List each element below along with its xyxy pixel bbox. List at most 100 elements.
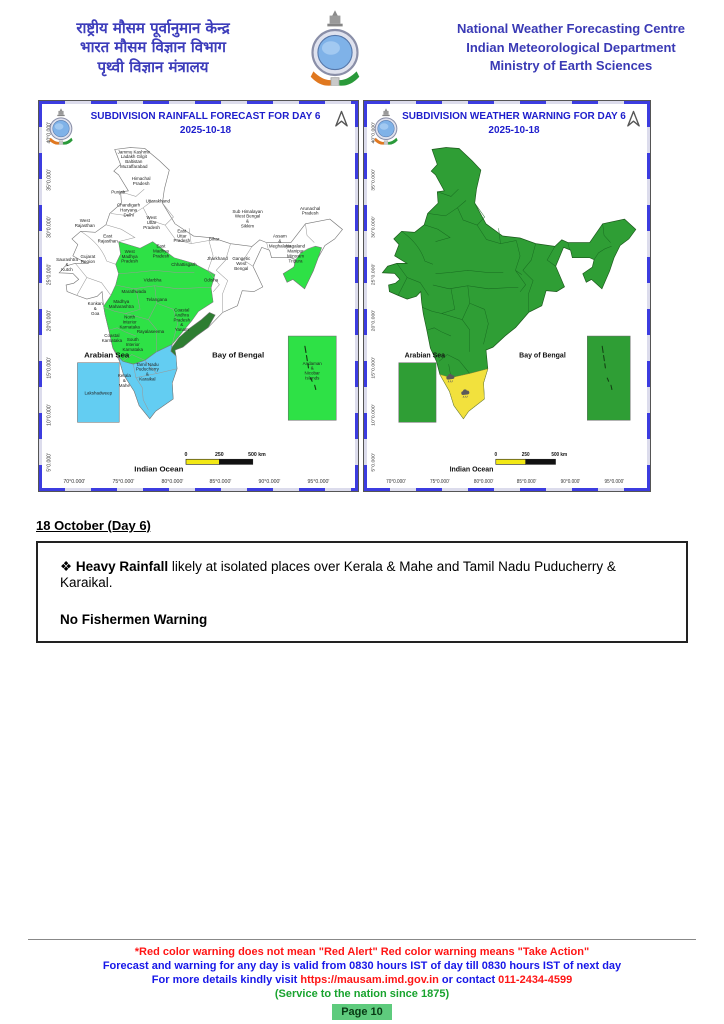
subdivision-label: Gujarat Region [81, 254, 96, 264]
arabian-sea-label: Arabian Sea [405, 350, 446, 359]
footer-validity-note: Forecast and warning for any day is vali… [102, 959, 622, 972]
subdivision-label: Jharkhand [207, 256, 228, 261]
subdivision-label: Vidarbha [144, 278, 162, 283]
footer-red-note: *Red color warning does not mean "Red Al… [134, 945, 590, 958]
mausam-website-link[interactable]: https://mausam.imd.gov.in [300, 974, 439, 987]
subdivision-label: Konkan & Goa [88, 301, 104, 316]
subdivision-label: Sub Himalayan West Bengal & Sikkim [232, 209, 263, 229]
longitude-label: 70°0.000' [63, 479, 85, 485]
subdivision-label: Tamil Nadu Puducherry & Karaikal [136, 362, 160, 382]
subdivision-label: Uttarakhand [146, 199, 171, 204]
subdivision-label: Assam & Meghalaya [269, 234, 291, 249]
north-arrow-icon [626, 110, 641, 128]
heavy-rainfall-text: likely at isolated places over Kerala & … [60, 559, 616, 590]
longitude-label: 70°0.000' [386, 479, 406, 485]
rainfall-map-title: SUBDIVISION RAINFALL FORECAST FOR DAY 6 … [73, 110, 338, 137]
rainfall-map-title-line: SUBDIVISION RAINFALL FORECAST FOR DAY 6 [90, 111, 321, 122]
latitude-label: 40°0.000' [46, 122, 52, 144]
subdivision-label: Chhattisgarh [171, 262, 197, 267]
header-hindi-title: राष्ट्रीय मौसम पूर्वानुमान केन्द्र भारत … [38, 19, 268, 78]
english-line-1: National Weather Forecasting Centre [456, 20, 686, 36]
subdivision-label: Gangetic West Bengal [232, 256, 251, 271]
bay-of-bengal-label: Bay of Bengal [212, 351, 264, 360]
subdivision-label: Coastal Karnataka [102, 333, 123, 343]
subdivision-label: Chandigarh Haryana Delhi [117, 203, 141, 218]
footer-service-note: (Service to the nation since 1875) [274, 988, 450, 1001]
subdivision-label: West Uttar Pradesh [143, 215, 160, 230]
latitude-label: 15°0.000' [46, 357, 52, 379]
heavy-rainfall-line: ❖ Heavy Rainfall likely at isolated plac… [60, 559, 664, 590]
longitude-label: 80°0.000' [161, 479, 183, 485]
indian-ocean-label: Indian Ocean [134, 465, 183, 474]
footer-contact-mid: or contact [438, 974, 499, 987]
imd-emblem-logo [308, 10, 362, 86]
bullet-diamond-icon: ❖ [60, 559, 73, 574]
latitude-label: 35°0.000' [46, 169, 52, 191]
subdivision-label: Jammu Kashmir Ladakh Gilgit Baltistan Muzaf… [118, 149, 151, 169]
svg-text:0: 0 [494, 452, 497, 458]
latitude-label: 10°0.000' [371, 404, 377, 426]
latitude-label: 25°0.000' [371, 264, 377, 286]
andaman-label: Andaman & Nicobar Islands [303, 361, 323, 381]
longitude-label: 75°0.000' [430, 479, 450, 485]
subdivision-label: Punjab [111, 189, 125, 194]
longitude-label: 90°0.000' [561, 479, 581, 485]
subdivision-label: Saurashtra & Kutch [56, 257, 78, 272]
longitude-label: 95°0.000' [308, 479, 330, 485]
subdivision-label: Rayalaseema [137, 329, 165, 334]
subdivision-label: Arunachal Pradesh [300, 206, 320, 216]
footer-phone-number: 011-2434-4599 [498, 974, 573, 987]
header-english-title: National Weather Forecasting Centre Indi… [456, 20, 686, 77]
page-footer: *Red color warning does not mean "Red Al… [28, 938, 696, 1020]
svg-text:250: 250 [215, 452, 224, 458]
subdivision-label: Bihar [209, 237, 220, 242]
subdivision-label: Kerala & Mahe [118, 373, 131, 388]
svg-text:500 km: 500 km [248, 452, 266, 458]
english-line-2: Indian Meteorological Department [466, 39, 676, 55]
forecast-section: 18 October (Day 6) ❖ Heavy Rainfall like… [36, 518, 688, 643]
latitude-label: 35°0.000' [371, 169, 377, 191]
indian-ocean-label: Indian Ocean [450, 464, 494, 473]
forecast-heading: 18 October (Day 6) [36, 518, 151, 533]
subdivision-label: West Madhya Pradesh [121, 249, 138, 264]
english-line-3: Ministry of Earth Sciences [489, 58, 653, 74]
subdivision-label: East Uttar Pradesh [173, 228, 190, 243]
footer-contact-line: For more details kindly visit https://ma… [28, 973, 696, 987]
subdivision-label: Nagaland Manipur Mizoram Tripura [286, 244, 306, 264]
latitude-label: 10°0.000' [46, 404, 52, 426]
latitude-label: 5°0.000' [371, 453, 377, 472]
arabian-sea-label: Arabian Sea [84, 351, 130, 360]
maps-row: SUBDIVISION RAINFALL FORECAST FOR DAY 6 … [38, 100, 724, 492]
hindi-line-2: भारत मौसम विज्ञान विभाग [80, 38, 226, 57]
svg-text:250: 250 [522, 452, 530, 458]
longitude-label: 90°0.000' [259, 479, 281, 485]
svg-text:0: 0 [185, 452, 188, 458]
hindi-line-3: पृथ्वी विज्ञान मंत्रालय [97, 57, 209, 76]
warning-map-title-line: SUBDIVISION WEATHER WARNING FOR DAY 6 [402, 111, 626, 122]
footer-contact-prefix: For more details kindly visit [151, 974, 301, 987]
warning-map-date: 2025-10-18 [488, 124, 540, 136]
heavy-rainfall-lead: Heavy Rainfall [75, 559, 169, 574]
subdivision-label: Madhya Maharashtra [109, 299, 135, 309]
latitude-label: 5°0.000' [46, 453, 52, 472]
latitude-label: 25°0.000' [46, 264, 52, 286]
subdivision-label: South Interior Karnataka [123, 337, 144, 352]
subdivision-label: Marathwada [122, 289, 147, 294]
latitude-label: 30°0.000' [371, 216, 377, 238]
longitude-label: 95°0.000' [605, 479, 625, 485]
subdivision-label: West Rajasthan [75, 218, 96, 228]
rainfall-map-date: 2025-10-18 [179, 124, 232, 136]
latitude-label: 40°0.000' [371, 122, 377, 144]
imd-logo-icon [373, 108, 399, 145]
subdivision-label: Telangana [146, 297, 167, 302]
longitude-label: 75°0.000' [112, 479, 134, 485]
page-header: राष्ट्रीय मौसम पूर्वानुमान केन्द्र भारत … [0, 0, 724, 86]
subdivision-label: North Interior Karnataka [119, 315, 140, 330]
forecast-box: ❖ Heavy Rainfall likely at isolated plac… [36, 541, 688, 643]
latitude-label: 20°0.000' [46, 310, 52, 332]
india-warning-map: 40°0.000' 35°0.000' 30°0.000' 25°0.000' 20°0… [371, 122, 637, 485]
hindi-line-1: राष्ट्रीय मौसम पूर्वानुमान केन्द्र [76, 18, 230, 37]
longitude-label: 80°0.000' [474, 479, 494, 485]
lakshadweep-label: Lakshadweep [85, 391, 113, 396]
